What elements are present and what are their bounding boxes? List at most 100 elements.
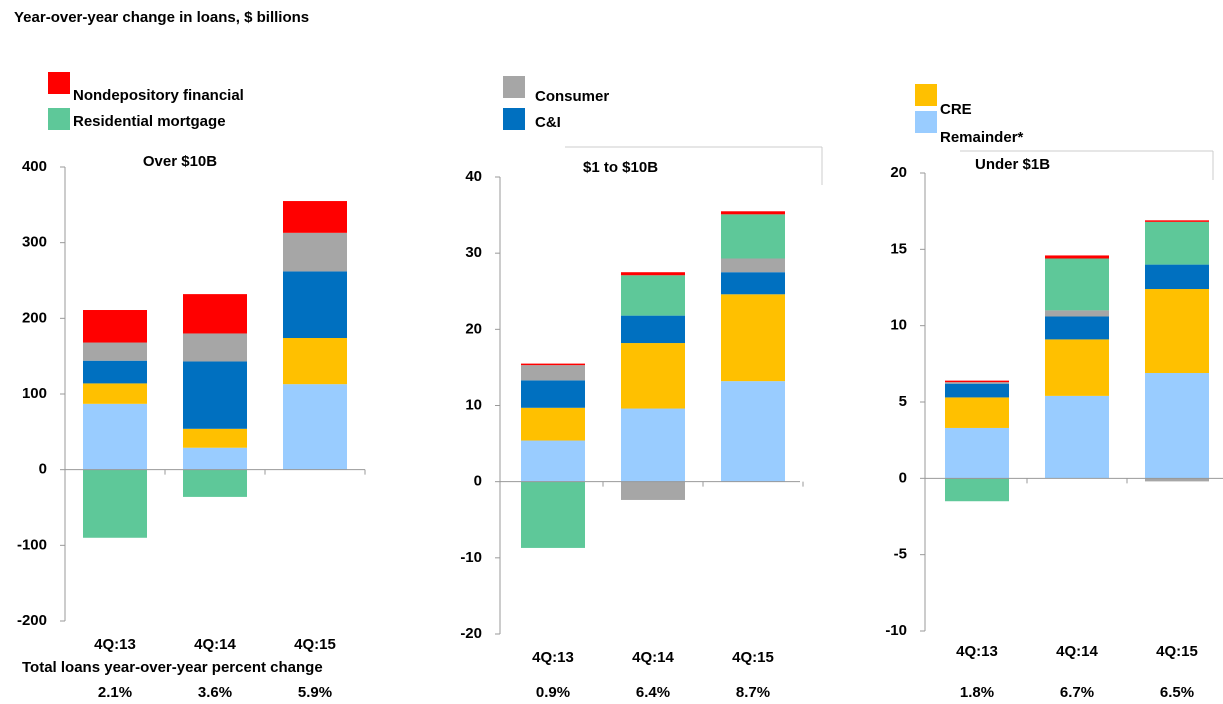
bar-segment (183, 428, 247, 448)
panel-title: $1 to $10B (583, 159, 658, 176)
y-tick-label: 20 (890, 164, 907, 181)
y-tick-label: -10 (885, 622, 907, 639)
bar-segment (621, 315, 685, 344)
bar-segment (83, 383, 147, 404)
bar-segment (183, 447, 247, 470)
legend-swatch (503, 76, 525, 98)
panel-title: Under $1B (975, 156, 1050, 173)
bar-segment (283, 201, 347, 233)
legend-swatch (915, 84, 937, 106)
bar-segment (721, 381, 785, 482)
bar-segment (283, 232, 347, 272)
y-tick-label: 400 (22, 158, 47, 175)
bar-segment (621, 272, 685, 276)
bar-segment (83, 469, 147, 538)
x-tick-label: 4Q:14 (632, 649, 674, 666)
pct-change: 8.7% (736, 684, 770, 701)
panel-title: Over $10B (143, 153, 217, 170)
bar-segment (1045, 310, 1109, 317)
legend-label: Residential mortgage (73, 113, 226, 130)
note: Total loans year-over-year percent chang… (22, 659, 323, 676)
pct-change: 6.4% (636, 684, 670, 701)
bar-segment (945, 397, 1009, 428)
x-tick-label: 4Q:13 (532, 649, 574, 666)
bar-segment (183, 469, 247, 497)
y-tick-label: 30 (465, 244, 482, 261)
chart-title: Year-over-year change in loans, $ billio… (14, 9, 309, 26)
bar-segment (521, 481, 585, 548)
bar-segment (721, 294, 785, 382)
bar-segment (945, 427, 1009, 479)
bar-segment (1045, 339, 1109, 396)
legend-swatch (915, 111, 937, 133)
legend-swatch (503, 108, 525, 130)
pct-change: 6.5% (1160, 684, 1194, 701)
y-tick-label: 200 (22, 309, 47, 326)
bar-segment (945, 380, 1009, 383)
bar-segment (83, 310, 147, 343)
bar-segment (1145, 220, 1209, 222)
bar-segment (83, 360, 147, 384)
bar-segment (721, 272, 785, 295)
bar-segment (283, 384, 347, 470)
bar-segment (1145, 289, 1209, 373)
y-tick-label: 0 (39, 461, 47, 478)
bar-segment (521, 363, 585, 366)
y-tick-label: 0 (474, 473, 482, 490)
x-tick-label: 4Q:15 (732, 649, 774, 666)
bar-segment (521, 440, 585, 482)
bar-segment (183, 361, 247, 429)
bar-segment (1145, 372, 1209, 479)
legend-label: Consumer (535, 88, 609, 105)
y-tick-label: -5 (894, 546, 907, 563)
bar-segment (283, 271, 347, 339)
bar-segment (521, 380, 585, 408)
bar-segment (521, 365, 585, 381)
bar-segment (1045, 258, 1109, 311)
x-tick-label: 4Q:14 (1056, 643, 1098, 660)
bar-segment (945, 382, 1009, 384)
y-tick-label: 100 (22, 385, 47, 402)
bar-segment (621, 343, 685, 409)
y-tick-label: -100 (17, 536, 47, 553)
x-tick-label: 4Q:13 (94, 636, 136, 653)
pct-change: 5.9% (298, 684, 332, 701)
bar-segment (521, 407, 585, 441)
legend-swatch (48, 108, 70, 130)
bar-segment (945, 383, 1009, 398)
legend-swatch (48, 72, 70, 94)
x-tick-label: 4Q:15 (1156, 643, 1198, 660)
y-tick-label: 10 (890, 317, 907, 334)
y-tick-label: 5 (899, 393, 907, 410)
bar-segment (1045, 255, 1109, 259)
bar-segment (621, 481, 685, 500)
pct-change: 2.1% (98, 684, 132, 701)
bar-segment (83, 403, 147, 470)
legend-label: Nondepository financial (73, 87, 244, 104)
y-tick-label: -10 (460, 549, 482, 566)
x-tick-label: 4Q:14 (194, 636, 236, 653)
pct-change: 0.9% (536, 684, 570, 701)
y-tick-label: 40 (465, 168, 482, 185)
y-tick-label: 10 (465, 396, 482, 413)
pct-change: 3.6% (198, 684, 232, 701)
bar-segment (1145, 264, 1209, 290)
y-tick-label: 300 (22, 234, 47, 251)
legend-label: C&I (535, 114, 561, 131)
bar-segment (1145, 478, 1209, 482)
bar-segment (721, 258, 785, 273)
y-tick-label: -20 (460, 625, 482, 642)
pct-change: 1.8% (960, 684, 994, 701)
bar-segment (1045, 395, 1109, 479)
bar-segment (945, 478, 1009, 502)
bar-segment (1045, 316, 1109, 340)
legend-label: Remainder* (940, 129, 1024, 146)
legend-label: CRE (940, 101, 972, 118)
bar-segment (721, 214, 785, 259)
x-tick-label: 4Q:13 (956, 643, 998, 660)
y-tick-label: 15 (890, 240, 907, 257)
bar-segment (621, 275, 685, 316)
y-tick-label: 0 (899, 469, 907, 486)
bar-segment (621, 408, 685, 482)
